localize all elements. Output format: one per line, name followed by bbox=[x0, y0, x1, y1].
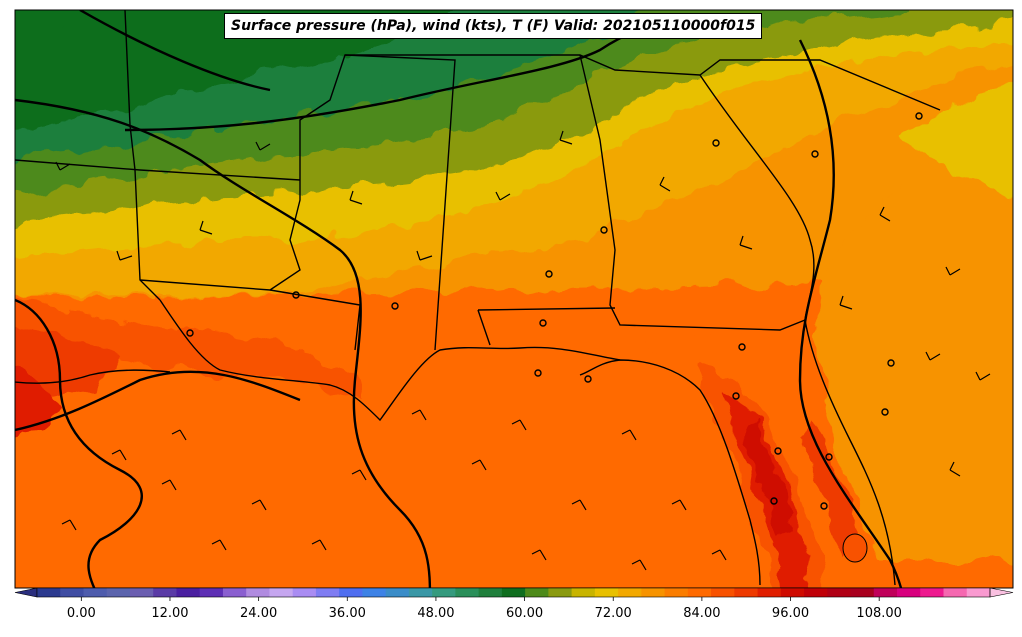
colorbar-swatch bbox=[664, 588, 689, 597]
colorbar-swatch bbox=[222, 588, 247, 597]
colorbar-swatch bbox=[176, 588, 201, 597]
colorbar-swatch bbox=[315, 588, 340, 597]
colorbar-tick-label: 0.00 bbox=[66, 606, 96, 621]
colorbar-swatch bbox=[780, 588, 805, 597]
colorbar-swatch bbox=[339, 588, 363, 597]
colorbar-swatch bbox=[618, 588, 642, 597]
colorbar-under-triangle bbox=[14, 587, 38, 598]
colorbar-swatch bbox=[106, 588, 131, 597]
colorbar-swatch bbox=[385, 588, 410, 597]
colorbar-swatch bbox=[943, 588, 968, 597]
map-title: Surface pressure (hPa), wind (kts), T (F… bbox=[224, 13, 763, 39]
colorbar-swatch bbox=[246, 588, 270, 597]
colorbar-swatch bbox=[408, 588, 433, 597]
colorbar-swatch bbox=[571, 588, 596, 597]
colorbar-swatch bbox=[362, 588, 387, 597]
colorbar-swatch bbox=[850, 588, 875, 597]
colorbar-swatch bbox=[920, 588, 945, 597]
colorbar-swatch bbox=[501, 588, 526, 597]
colorbar-swatch bbox=[292, 588, 317, 597]
colorbar-swatch bbox=[641, 588, 666, 597]
colorbar-swatch bbox=[966, 588, 991, 597]
colorbar-swatch bbox=[804, 588, 828, 597]
colorbar-swatch bbox=[873, 588, 898, 597]
colorbar-swatch bbox=[687, 588, 712, 597]
colorbar-tick-label: 24.00 bbox=[240, 606, 278, 621]
colorbar-frame bbox=[36, 587, 991, 598]
colorbar bbox=[14, 587, 1014, 601]
calm-markers bbox=[186, 112, 923, 510]
colorbar-swatch bbox=[455, 588, 480, 597]
colorbar-swatch bbox=[60, 588, 84, 597]
colorbar-swatch bbox=[897, 588, 921, 597]
colorbar-tick-label: 60.00 bbox=[505, 606, 544, 621]
colorbar-tick-label: 108.00 bbox=[856, 606, 902, 621]
colorbar-swatch bbox=[269, 588, 294, 597]
colorbar-swatch bbox=[827, 588, 852, 597]
colorbar-swatch bbox=[734, 588, 759, 597]
colorbar-swatch bbox=[548, 588, 573, 597]
colorbar-swatch bbox=[432, 588, 456, 597]
colorbar-tick-label: 96.00 bbox=[771, 606, 810, 621]
colorbar-tick-label: 12.00 bbox=[151, 606, 189, 621]
colorbar-over-triangle bbox=[989, 587, 1014, 598]
isobars bbox=[15, 10, 903, 588]
colorbar-swatch bbox=[478, 588, 503, 597]
colorbar-swatch bbox=[594, 588, 619, 597]
wind-barbs bbox=[55, 130, 991, 571]
colorbar-swatch bbox=[525, 588, 549, 597]
colorbar-tick-label: 48.00 bbox=[417, 606, 455, 621]
colorbar-swatch bbox=[83, 588, 108, 597]
colorbar-tick-label: 72.00 bbox=[594, 606, 632, 621]
state-borders bbox=[15, 10, 941, 586]
colorbar-swatch bbox=[129, 588, 154, 597]
colorbar-swatch bbox=[711, 588, 735, 597]
colorbar-tick-label: 36.00 bbox=[328, 606, 366, 621]
colorbar-swatch bbox=[757, 588, 782, 597]
colorbar-swatch bbox=[37, 588, 61, 597]
colorbar-swatch bbox=[199, 588, 224, 597]
colorbar-tick-label: 84.00 bbox=[683, 606, 721, 621]
colorbar-swatch bbox=[153, 588, 177, 597]
